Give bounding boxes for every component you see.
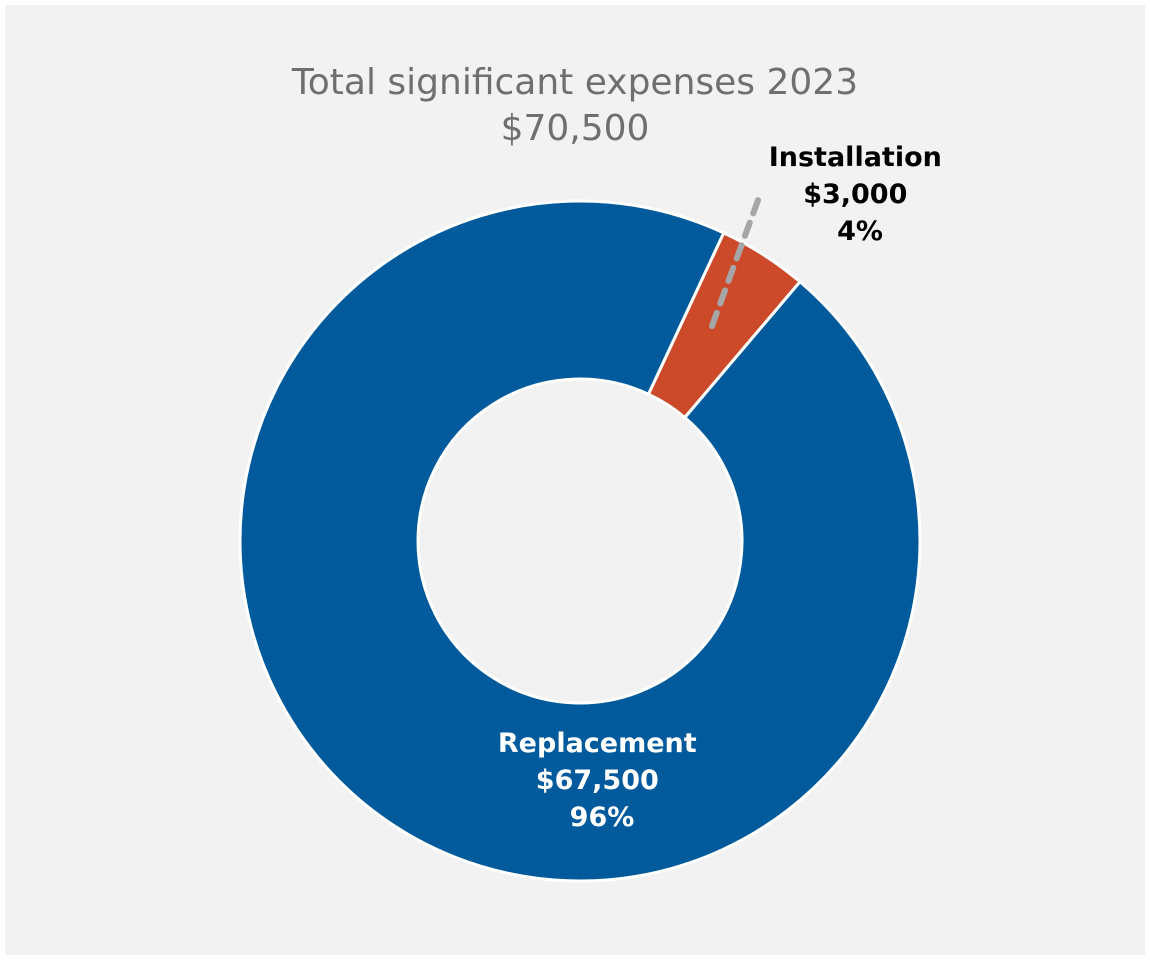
chart-title: Total significant expenses 2023	[291, 62, 859, 103]
chart-subtitle: $70,500	[500, 108, 650, 149]
replacement-name: Replacement	[498, 728, 697, 759]
replacement-label: Replacement $67,500 96%	[498, 728, 706, 833]
installation-value: $3,000	[803, 179, 907, 210]
installation-leader-line	[709, 189, 764, 329]
installation-label: Installation $3,000 4%	[769, 142, 952, 247]
installation-percent: 4%	[837, 216, 883, 247]
replacement-percent: 96%	[570, 802, 635, 833]
donut-slices	[238, 199, 922, 883]
slice-replacement	[238, 199, 922, 883]
replacement-value: $67,500	[536, 765, 659, 796]
installation-name: Installation	[769, 142, 942, 173]
